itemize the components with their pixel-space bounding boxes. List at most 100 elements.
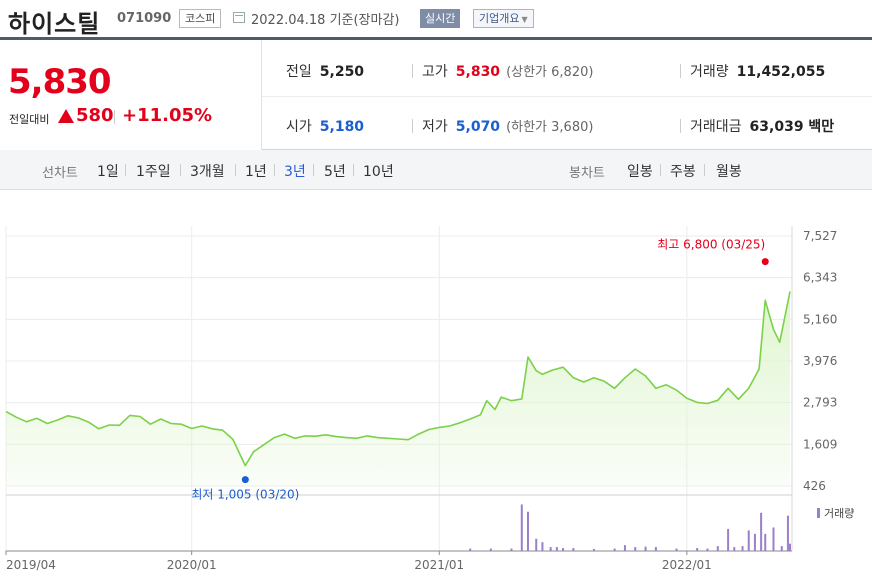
volume-bar: [526, 511, 529, 551]
chevron-down-icon: ▼: [521, 15, 528, 24]
volume-bar: [489, 548, 492, 551]
volume-legend-swatch: [817, 508, 820, 518]
volume-bar: [634, 547, 637, 551]
price-chart-svg[interactable]: 7,527 6,343 5,160 3,976 2,793 1,609 426 최고 6,80…: [0, 190, 872, 581]
volume-bar: [789, 543, 791, 551]
base-date: 2022.04.18 기준(장마감): [251, 13, 400, 28]
stat-low: 저가 5,070 (하한가 3,680): [422, 116, 593, 136]
period-1d[interactable]: 1일: [97, 164, 119, 180]
volume-bar: [753, 533, 756, 551]
stock-header: 하이스틸 071090 코스피 2022.04.18 기준(장마감) 실시간 기…: [0, 0, 872, 40]
divider: [114, 110, 115, 124]
stock-name: 하이스틸: [8, 10, 101, 38]
y-tick-label: 3,976: [803, 354, 837, 368]
volume-bar: [786, 515, 789, 551]
candle-chart-label: 봉차트: [569, 166, 605, 181]
market-badge: 코스피: [179, 9, 222, 28]
period-5y[interactable]: 5년: [324, 164, 346, 180]
divider: [660, 164, 661, 176]
high-marker: [761, 258, 769, 266]
divider: [274, 164, 275, 176]
candle-weekly[interactable]: 주봉: [670, 164, 696, 180]
volume-bar: [520, 504, 523, 551]
y-tick-label: 1,609: [803, 437, 837, 451]
divider: [412, 119, 413, 133]
stat-amount: 거래대금 63,039 백만: [690, 116, 834, 136]
volume-bar: [706, 548, 709, 551]
candle-monthly[interactable]: 월봉: [716, 164, 742, 180]
period-3m[interactable]: 3개월: [190, 164, 225, 180]
volume-bar: [733, 547, 736, 551]
candle-daily[interactable]: 일봉: [627, 164, 653, 180]
y-tick-label: 426: [803, 479, 826, 493]
divider: [125, 164, 126, 176]
divider: [235, 164, 236, 176]
prev-close-label: 전일: [286, 64, 312, 80]
volume-value: 11,452,055: [736, 64, 826, 80]
volume-bar: [549, 547, 552, 551]
period-10y[interactable]: 10년: [363, 164, 394, 180]
current-price: 5,830: [8, 62, 112, 102]
x-tick-label: 2022/01: [662, 558, 712, 572]
volume-bar: [772, 527, 775, 551]
price-line: [5, 291, 791, 467]
low-value: 5,070: [455, 119, 501, 135]
volume-bar: [764, 533, 767, 551]
amount-label: 거래대금: [690, 119, 742, 135]
open-value: 5,180: [319, 119, 365, 135]
period-3y[interactable]: 3년: [284, 164, 306, 180]
volume-bar: [613, 548, 616, 551]
change-rate: +11.05%: [122, 105, 213, 126]
lower-limit: (하한가 3,680): [506, 120, 594, 135]
divider: [180, 164, 181, 176]
stat-open: 시가 5,180: [286, 116, 364, 136]
volume-bar: [644, 546, 647, 551]
line-chart-label: 선차트: [42, 166, 78, 181]
stat-high: 고가 5,830 (상한가 6,820): [422, 61, 593, 81]
volume-bar: [593, 549, 595, 551]
volume-bar: [747, 530, 750, 551]
period-1y[interactable]: 1년: [245, 164, 267, 180]
volume-bar: [562, 548, 565, 551]
volume-bar: [535, 538, 538, 551]
divider: [412, 64, 413, 78]
high-value: 5,830: [455, 64, 501, 80]
divider: [353, 164, 354, 176]
volume-bar: [727, 528, 730, 551]
price-summary: 5,830 전일대비 580 +11.05% 전일 5,250 고가 5,830 (상…: [0, 40, 872, 150]
price-area: [6, 291, 790, 486]
high-label: 고가: [422, 64, 448, 80]
volume-bar: [623, 545, 626, 551]
divider: [704, 164, 705, 176]
amount-value: 63,039 백만: [749, 119, 835, 135]
volume-bar: [572, 548, 575, 551]
period-1w[interactable]: 1주일: [136, 164, 171, 180]
volume-legend-label: 거래량: [824, 507, 854, 520]
x-tick-label: 2020/01: [167, 558, 217, 572]
y-tick-label: 6,343: [803, 271, 837, 285]
price-chart[interactable]: 7,527 6,343 5,160 3,976 2,793 1,609 426 최고 6,80…: [0, 190, 872, 581]
current-price-box: 5,830 전일대비 580 +11.05%: [0, 40, 262, 150]
volume-bar: [541, 542, 544, 551]
x-tick-label: 2021/01: [414, 558, 464, 572]
stock-code: 071090: [117, 11, 172, 26]
prev-close-value: 5,250: [319, 64, 365, 80]
x-tick-label: 2019/04: [6, 558, 56, 572]
up-arrow-icon: [58, 109, 74, 123]
low-label: 저가: [422, 119, 448, 135]
divider: [680, 119, 681, 133]
company-overview-button[interactable]: 기업개요 ▼: [473, 9, 534, 28]
y-tick-label: 5,160: [803, 312, 837, 326]
volume-bar: [654, 547, 657, 551]
low-marker: [241, 476, 249, 484]
change-value: 580: [76, 105, 114, 126]
volume-bar: [675, 548, 678, 551]
volume-label: 거래량: [690, 64, 729, 80]
stat-volume: 거래량 11,452,055: [690, 61, 825, 81]
low-annotation: 최저 1,005 (03/20): [191, 488, 299, 502]
change-label: 전일대비: [9, 113, 50, 126]
stat-grid: 전일 5,250 고가 5,830 (상한가 6,820) 거래량 11,452,055…: [262, 40, 872, 150]
open-label: 시가: [286, 119, 312, 135]
volume-bar: [716, 546, 719, 551]
realtime-button[interactable]: 실시간: [420, 9, 461, 28]
